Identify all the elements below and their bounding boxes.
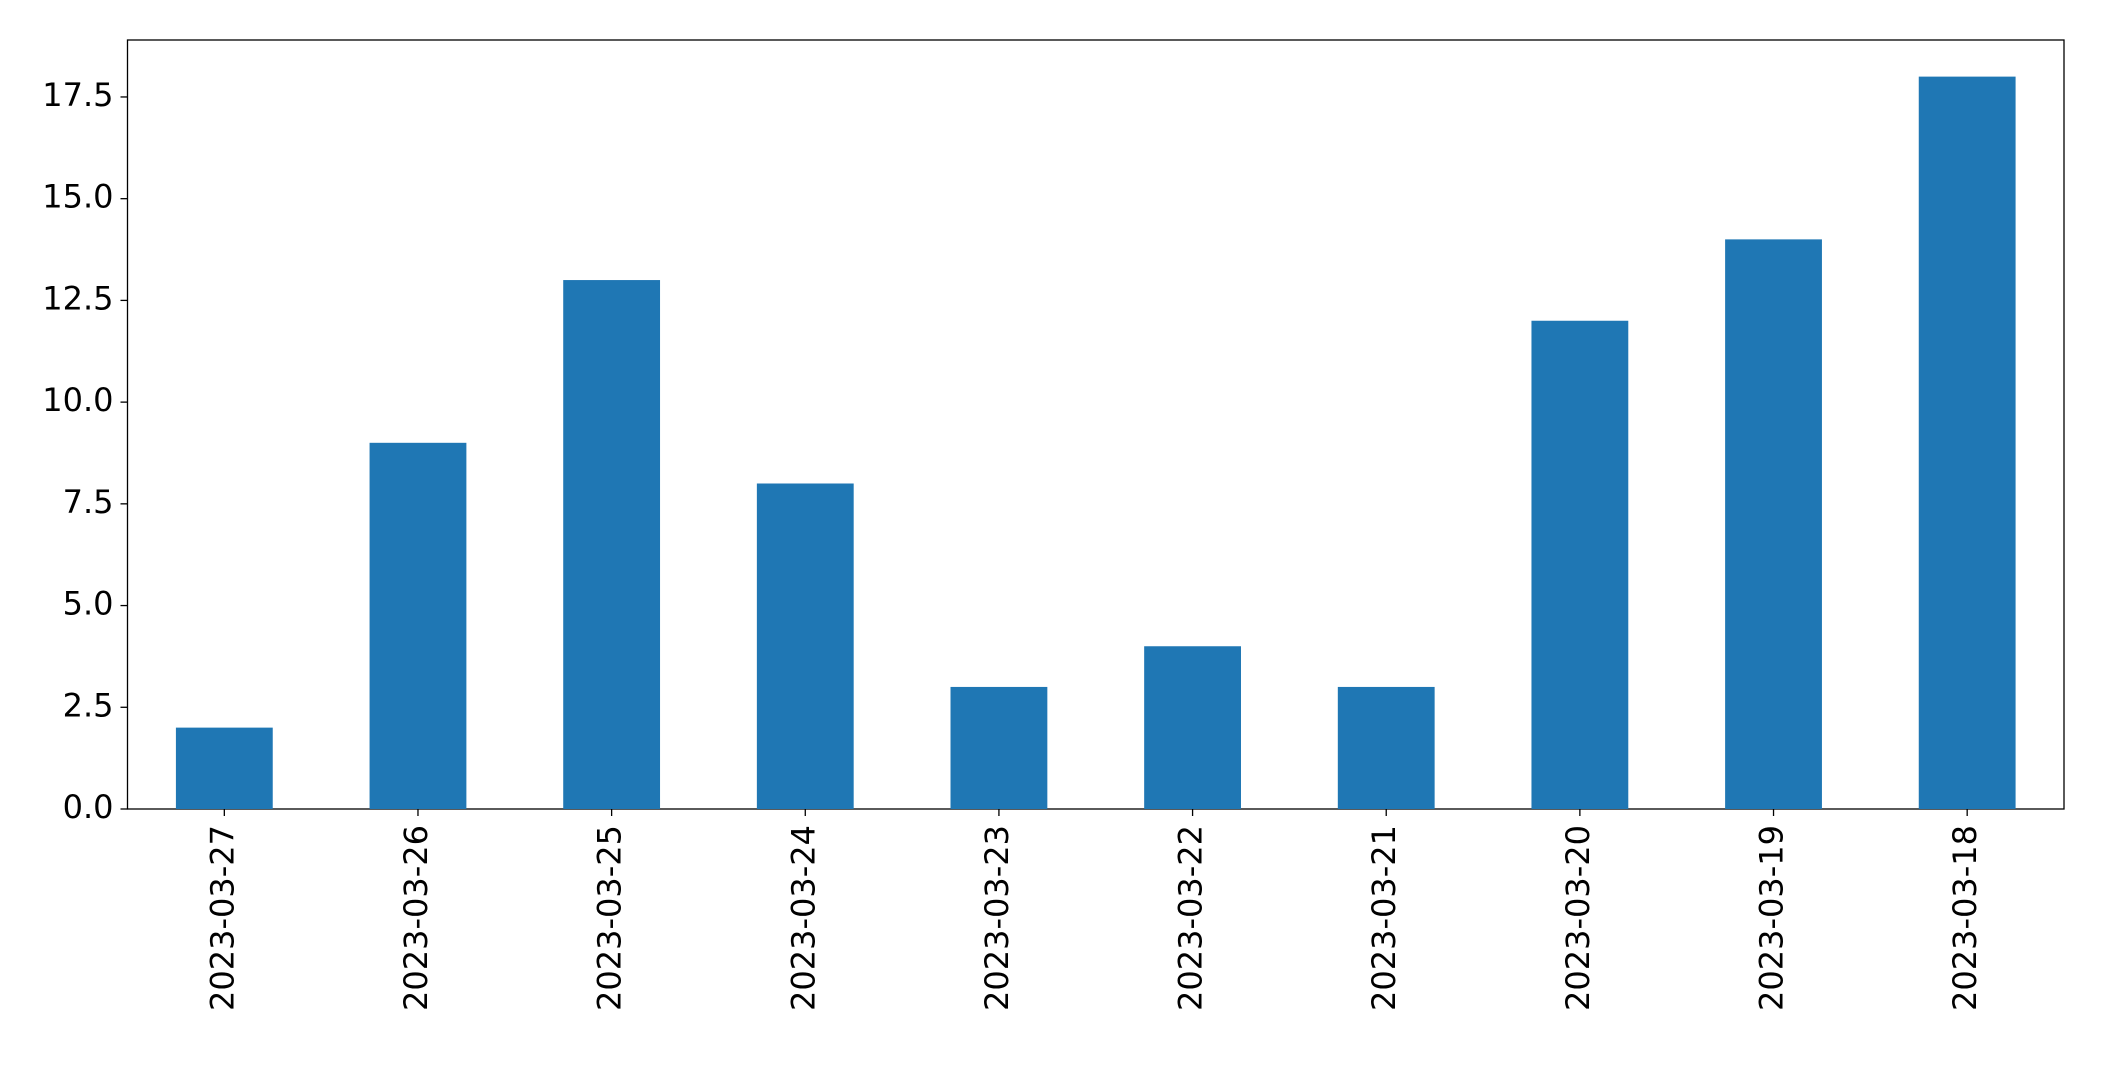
y-tick-label: 12.5 xyxy=(42,279,113,317)
x-tick-label: 2023-03-22 xyxy=(1172,825,1210,1011)
bar xyxy=(175,727,273,809)
x-tick-label: 2023-03-24 xyxy=(784,825,822,1011)
y-tick-label: 10.0 xyxy=(42,381,113,419)
y-tick-label: 7.5 xyxy=(63,483,114,521)
y-tick-label: 2.5 xyxy=(63,686,114,724)
bar xyxy=(1531,320,1629,809)
x-tick-label: 2023-03-21 xyxy=(1365,825,1403,1011)
x-tick-label: 2023-03-19 xyxy=(1753,825,1791,1011)
y-tick-label: 15.0 xyxy=(42,178,113,216)
y-tick-label: 0.0 xyxy=(63,788,114,826)
x-tick-label: 2023-03-25 xyxy=(591,825,629,1011)
y-tick-label: 5.0 xyxy=(63,585,114,623)
y-tick-label: 17.5 xyxy=(42,76,113,114)
x-tick-label: 2023-03-20 xyxy=(1559,825,1597,1011)
bar xyxy=(1725,239,1822,810)
x-tick-label: 2023-03-26 xyxy=(397,825,435,1011)
bar xyxy=(563,280,661,809)
plot-frame xyxy=(126,39,2065,810)
bar xyxy=(950,686,1048,809)
x-tick-label: 2023-03-23 xyxy=(978,825,1016,1011)
x-tick-label: 2023-03-18 xyxy=(1946,825,1984,1011)
bar xyxy=(1144,646,1241,809)
bar xyxy=(369,442,467,809)
x-tick-label: 2023-03-27 xyxy=(203,825,241,1011)
bar xyxy=(1337,686,1435,809)
bar xyxy=(756,483,854,809)
bar xyxy=(1918,76,2016,810)
